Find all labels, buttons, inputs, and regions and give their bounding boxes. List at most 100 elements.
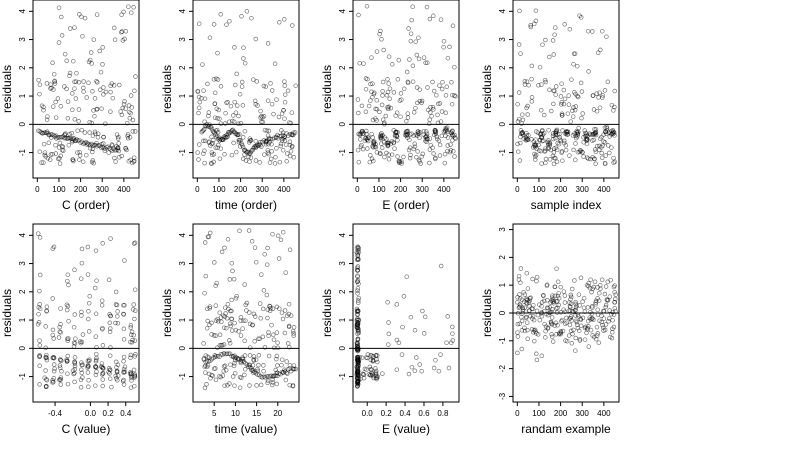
x-tick-label: 200 <box>394 185 408 194</box>
data-point <box>125 136 131 141</box>
data-point <box>562 130 568 136</box>
data-point <box>524 314 529 320</box>
data-point <box>80 362 85 368</box>
data-point <box>64 86 69 92</box>
data-point <box>126 4 131 9</box>
data-point <box>395 154 400 159</box>
data-point <box>431 365 437 371</box>
data-point <box>548 147 554 153</box>
data-point <box>133 129 138 134</box>
data-point <box>371 375 376 381</box>
data-point <box>410 4 415 9</box>
data-point <box>411 146 416 152</box>
y-tick-label: 1 <box>338 93 347 98</box>
data-point <box>103 89 109 95</box>
data-points <box>355 3 458 166</box>
y-tick-label: 4 <box>498 9 507 14</box>
data-point <box>94 140 99 146</box>
data-point <box>37 353 42 358</box>
data-point <box>119 112 125 118</box>
data-point <box>239 84 245 89</box>
data-point <box>209 150 215 155</box>
data-point <box>566 102 572 107</box>
data-point <box>236 329 241 334</box>
data-point <box>72 379 77 385</box>
data-point <box>576 292 582 297</box>
data-point <box>575 325 581 331</box>
data-point <box>77 153 83 158</box>
data-point <box>571 327 576 333</box>
data-point <box>602 125 608 130</box>
data-point <box>593 336 599 342</box>
x-tick-label: 400 <box>597 185 611 194</box>
data-point <box>129 332 134 338</box>
data-point <box>86 364 91 369</box>
data-point <box>386 81 391 86</box>
data-point <box>392 146 397 151</box>
data-point <box>222 245 227 251</box>
y-tick-label: 1 <box>18 93 27 98</box>
data-point <box>543 335 548 340</box>
data-point <box>516 90 522 95</box>
data-point <box>224 22 229 27</box>
data-point <box>227 277 233 282</box>
data-point <box>450 138 455 143</box>
data-point <box>406 371 412 377</box>
data-point <box>557 137 563 143</box>
data-point <box>258 115 263 120</box>
data-point <box>257 139 263 145</box>
data-point <box>71 58 76 64</box>
data-point <box>237 132 242 137</box>
data-point <box>368 353 373 358</box>
data-point <box>437 101 443 106</box>
data-point <box>241 45 246 50</box>
data-point <box>355 366 361 371</box>
data-point <box>380 371 385 376</box>
data-point <box>431 107 436 112</box>
data-point <box>405 115 411 120</box>
data-point <box>408 38 414 44</box>
data-point <box>282 79 287 84</box>
data-point <box>132 316 137 322</box>
data-point <box>53 115 59 120</box>
data-point <box>59 14 64 20</box>
data-point <box>600 322 605 328</box>
data-point <box>107 146 112 151</box>
data-point <box>529 63 535 69</box>
data-point <box>65 135 71 141</box>
data-point <box>206 371 212 377</box>
data-point <box>207 35 213 40</box>
data-point <box>356 110 361 116</box>
data-point <box>107 320 113 326</box>
data-point <box>86 329 92 334</box>
data-point <box>216 142 221 148</box>
data-point <box>590 93 596 98</box>
data-point <box>92 129 98 135</box>
data-point <box>246 154 251 160</box>
data-point <box>66 318 71 324</box>
data-point <box>560 128 565 133</box>
data-point <box>275 345 281 351</box>
data-point <box>205 234 211 240</box>
data-point <box>267 160 273 165</box>
data-point <box>128 355 133 361</box>
data-point <box>539 353 545 359</box>
data-point <box>225 302 231 307</box>
data-point <box>561 289 567 294</box>
data-point <box>387 96 392 102</box>
data-point <box>253 259 259 265</box>
data-point <box>562 22 567 27</box>
data-point <box>373 366 378 371</box>
data-point <box>248 155 254 160</box>
data-point <box>439 133 445 139</box>
data-point <box>357 132 363 138</box>
y-tick-label: 3 <box>178 261 187 266</box>
data-point <box>282 83 288 88</box>
data-point <box>572 278 577 283</box>
x-tick-label: 0 <box>35 185 40 194</box>
y-axis-label: residuals <box>160 65 174 113</box>
data-point <box>277 20 282 25</box>
data-point <box>132 240 138 246</box>
data-point <box>355 288 360 293</box>
data-point <box>567 26 573 32</box>
